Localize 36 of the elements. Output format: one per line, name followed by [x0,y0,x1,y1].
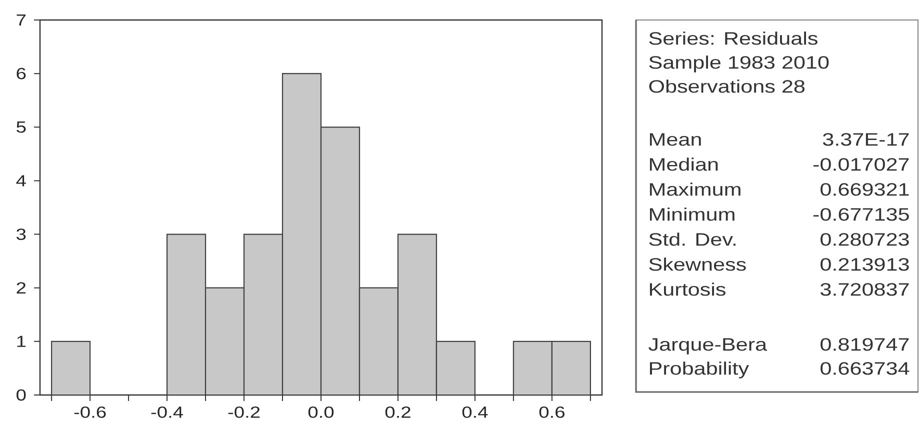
x-tick-label: 0.2 [385,406,410,418]
y-tick-label: 6 [16,68,26,80]
x-tick-label: 0.6 [539,406,564,418]
text: 0.663734 [820,362,910,375]
y-tick-label: 0 [16,389,26,401]
text: 0.819747 [820,338,909,351]
text: Mean [650,133,701,146]
text: Jarque-Bera [648,338,768,354]
y-tick-label: 4 [16,175,26,186]
y-tick-label: 2 [16,282,26,294]
text: Observations 28 [649,80,805,93]
text: -0.017027 [813,158,909,171]
text: Maximum [650,182,740,196]
y-tick-label: 3 [16,228,26,240]
y-tick-label: 7 [16,14,26,26]
y-tick-label: 1 [17,336,26,347]
text: 3.720837 [820,283,909,296]
x-tick-label: -0.4 [151,406,184,418]
text: Minimum [650,208,734,221]
text: Skewness [649,258,746,271]
text: 0.669321 [820,183,909,196]
text: 0.280723 [820,233,909,246]
text: Kurtosis [650,282,726,296]
text: Probability [650,362,749,378]
x-tick-label: 0.4 [462,406,488,418]
text: Sample 1983 2010 [649,56,829,72]
text: Std. Dev. [649,232,736,246]
text: Series: Residuals [649,32,818,45]
x-tick-label: 0.0 [308,406,334,418]
x-tick-label: -0.6 [74,406,106,418]
text: 3.37E-17 [822,133,909,146]
text: -0.677135 [813,208,909,221]
text: 0.213913 [820,258,909,271]
y-tick-label: 5 [16,122,26,133]
text: Median [650,158,718,171]
x-tick-label: -0.2 [228,406,260,418]
